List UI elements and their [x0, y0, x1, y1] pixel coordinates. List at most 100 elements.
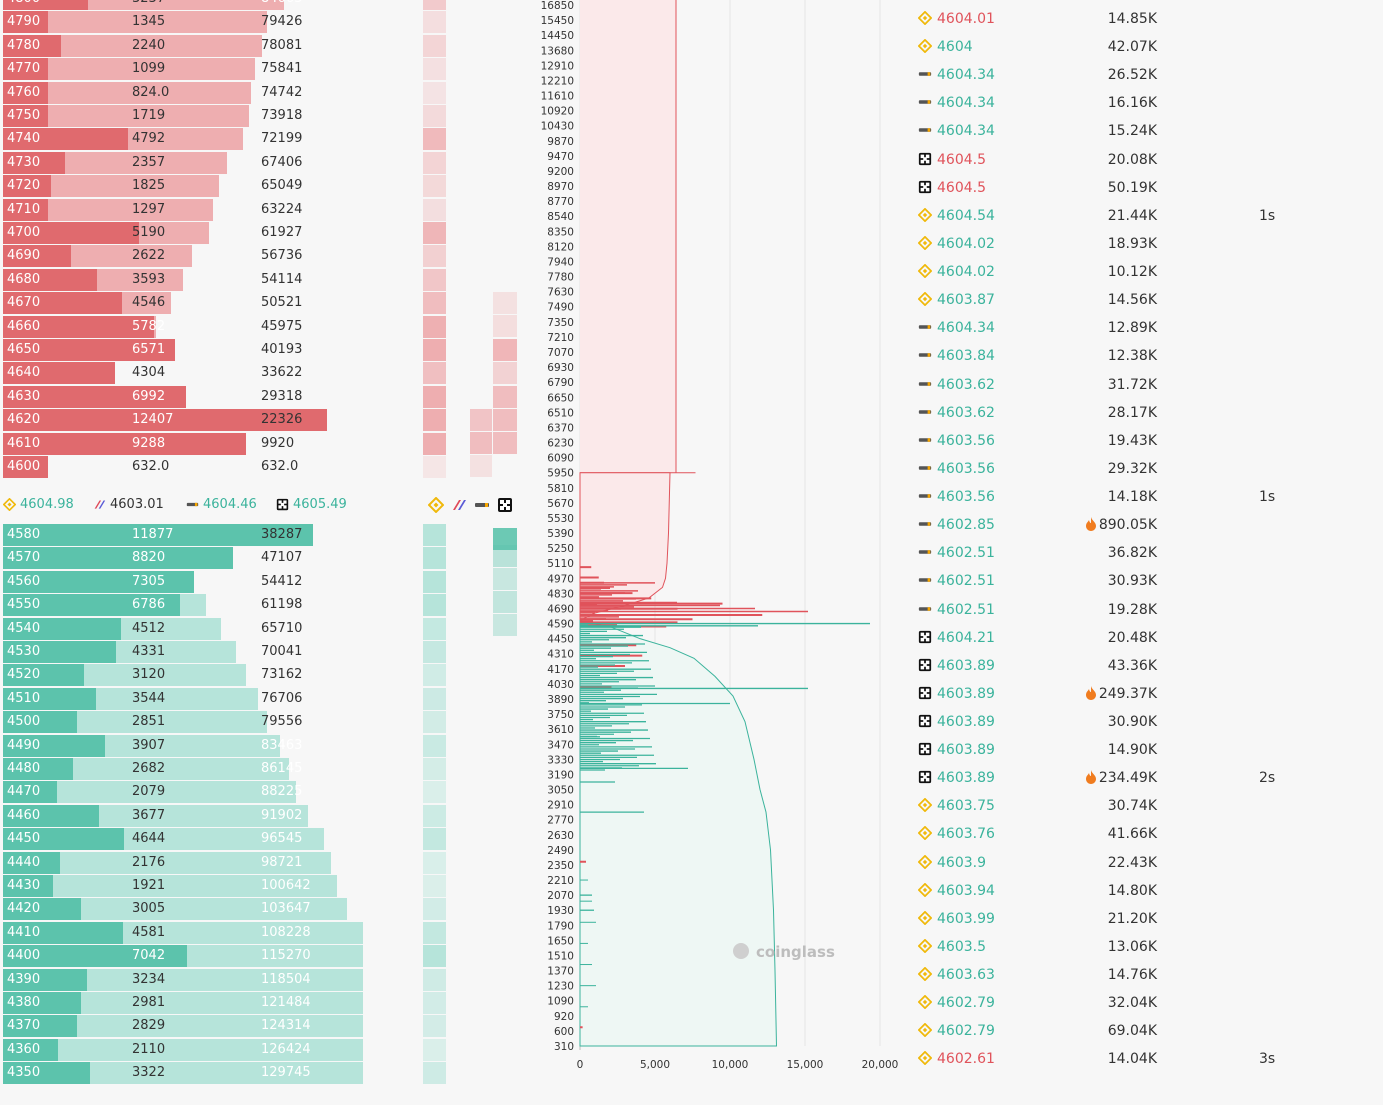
trade-row[interactable]: 4603.56 14.18K 1s [915, 484, 1375, 510]
exchange-column-okx[interactable] [496, 496, 514, 514]
trade-exchange-icon [918, 517, 934, 533]
trade-row[interactable]: 4603.89 14.90K [915, 737, 1375, 763]
ask-row[interactable]: 4670 4546 50521 [3, 292, 365, 315]
bid-row[interactable]: 4470 2079 88225 [3, 781, 365, 804]
trade-row[interactable]: 4604.34 26.52K [915, 62, 1375, 88]
exchange-column-bybit[interactable] [473, 496, 491, 514]
trade-row[interactable]: 4603.62 28.17K [915, 400, 1375, 426]
trade-row[interactable]: 4604.01 14.85K [915, 6, 1375, 32]
ask-row[interactable]: 4600 632.0 632.0 [3, 456, 365, 479]
trade-row[interactable]: 4603.89 30.90K [915, 709, 1375, 735]
ticker-kraken[interactable]: 4603.01 [93, 497, 164, 512]
bid-row[interactable]: 4540 4512 65710 [3, 617, 365, 641]
ask-row[interactable]: 4760 824.0 74742 [3, 81, 365, 105]
trade-row[interactable]: 4604.02 10.12K [915, 259, 1375, 285]
trade-row[interactable]: 4603.63 14.76K [915, 962, 1375, 988]
ask-row[interactable]: 4750 1719 73918 [3, 105, 365, 128]
bid-row[interactable]: 4580 11877 38287 [3, 524, 365, 547]
price: 4420 [7, 901, 41, 917]
bid-row[interactable]: 4480 2682 86145 [3, 758, 365, 781]
ask-row[interactable]: 4710 1297 63224 [3, 198, 365, 222]
bid-row[interactable]: 4420 3005 103647 [3, 898, 365, 921]
bid-row[interactable]: 4530 4331 70041 [3, 641, 365, 664]
trade-row[interactable]: 4603.9 22.43K [915, 850, 1375, 876]
bid-row[interactable]: 4370 2829 124314 [3, 1015, 365, 1038]
trade-row[interactable]: 4603.56 29.32K [915, 456, 1375, 482]
trade-row[interactable]: 4602.61 14.04K 3s [915, 1046, 1375, 1072]
bid-row[interactable]: 4550 6786 61198 [3, 594, 365, 617]
trade-row[interactable]: 4603.99 21.20K [915, 906, 1375, 932]
bid-row[interactable]: 4410 4581 108228 [3, 921, 365, 945]
bid-row[interactable]: 4390 3234 118504 [3, 968, 365, 992]
trade-row[interactable]: 4604.5 50.19K [915, 175, 1375, 201]
trade-row[interactable]: 4602.51 19.28K [915, 597, 1375, 623]
ask-row[interactable]: 4690 2622 56736 [3, 245, 365, 268]
trade-row[interactable]: 4603.76 41.66K [915, 821, 1375, 847]
trade-row[interactable]: 4603.62 31.72K [915, 372, 1375, 398]
ask-row[interactable]: 4800 3237 84663 [3, 0, 365, 11]
ask-row[interactable]: 4730 2357 67406 [3, 151, 365, 175]
trade-row[interactable]: 4604.34 15.24K [915, 118, 1375, 144]
bid-row[interactable]: 4510 3544 76706 [3, 687, 365, 711]
trade-row[interactable]: 4602.51 36.82K [915, 540, 1375, 566]
trade-row[interactable]: 4603.94 14.80K [915, 878, 1375, 904]
ask-row[interactable]: 4660 5782 45975 [3, 315, 365, 339]
bid-row[interactable]: 4360 2110 126424 [3, 1038, 365, 1062]
ask-row[interactable]: 4680 3593 54114 [3, 268, 365, 292]
ask-row[interactable]: 4780 2240 78081 [3, 34, 365, 58]
exchange-column-kraken[interactable] [450, 496, 468, 514]
ticker-binance[interactable]: 4604.98 [3, 497, 74, 512]
ticker-bybit[interactable]: 4604.46 [186, 497, 257, 512]
ask-row[interactable]: 4790 1345 79426 [3, 11, 365, 34]
trade-row[interactable]: 4603.75 30.74K [915, 793, 1375, 819]
trade-row[interactable]: 4602.79 69.04K [915, 1018, 1375, 1044]
trade-row[interactable]: 4603.5 13.06K [915, 934, 1375, 960]
ask-row[interactable]: 4610 9288 9920 [3, 432, 365, 456]
exchange-column-binance[interactable] [427, 496, 445, 514]
ask-heat-cell [423, 105, 446, 127]
bid-row[interactable]: 4380 2981 121484 [3, 992, 365, 1015]
trade-row[interactable]: 4604.34 12.89K [915, 315, 1375, 341]
trade-row[interactable]: 4603.89 234.49K 2s [915, 765, 1375, 791]
trade-row[interactable]: 4604.21 20.48K [915, 625, 1375, 651]
bid-row[interactable]: 4490 3907 83463 [3, 734, 365, 758]
total: 38287 [261, 527, 303, 542]
trade-amount: 21.44K [1107, 207, 1157, 224]
ask-row[interactable]: 4740 4792 72199 [3, 128, 365, 151]
bid-row[interactable]: 4520 3120 73162 [3, 664, 365, 687]
trade-row[interactable]: 4603.87 14.56K [915, 287, 1375, 313]
trade-row[interactable]: 4603.56 19.43K [915, 428, 1375, 454]
bid-row[interactable]: 4460 3677 91902 [3, 804, 365, 828]
trade-row[interactable]: 4604.02 18.93K [915, 231, 1375, 257]
bid-row[interactable]: 4560 7305 54412 [3, 570, 365, 594]
ask-row[interactable]: 4770 1099 75841 [3, 58, 365, 81]
ask-row[interactable]: 4640 4304 33622 [3, 362, 365, 385]
bid-row[interactable]: 4430 1921 100642 [3, 875, 365, 898]
ask-row[interactable]: 4720 1825 65049 [3, 175, 365, 198]
trade-row[interactable]: 4603.89 43.36K [915, 653, 1375, 679]
trade-row[interactable]: 4602.85 890.05K [915, 512, 1375, 538]
bid-row[interactable]: 4350 3322 129745 [3, 1062, 365, 1085]
total: 76706 [261, 690, 303, 706]
bid-row[interactable]: 4570 8820 47107 [3, 547, 365, 570]
trade-row[interactable]: 4603.84 12.38K [915, 343, 1375, 369]
ask-row[interactable]: 4650 6571 40193 [3, 339, 365, 362]
trade-row[interactable]: 4602.51 30.93K [915, 568, 1375, 594]
trade-row[interactable]: 4603.89 249.37K [915, 681, 1375, 707]
trade-price: 4602.79 [937, 1023, 995, 1040]
trade-row[interactable]: 4604.54 21.44K 1s [915, 203, 1375, 229]
bid-row[interactable]: 4440 2176 98721 [3, 851, 365, 875]
ask-row[interactable]: 4630 6992 29318 [3, 385, 365, 409]
ticker-okx[interactable]: 4605.49 [276, 497, 347, 512]
trade-row[interactable]: 4604.34 16.16K [915, 90, 1375, 116]
bid-row[interactable]: 4450 4644 96545 [3, 828, 365, 851]
ask-row[interactable]: 4620 12407 22326 [3, 409, 365, 432]
bid-row[interactable]: 4400 7042 115270 [3, 945, 365, 968]
trade-row[interactable]: 4604.5 20.08K [915, 147, 1375, 173]
ask-row[interactable]: 4700 5190 61927 [3, 222, 365, 245]
ask-size-bar [3, 81, 48, 104]
bid-row[interactable]: 4500 2851 79556 [3, 711, 365, 734]
trade-row[interactable]: 4602.79 32.04K [915, 990, 1375, 1016]
trade-price: 4603.89 [937, 714, 995, 730]
trade-row[interactable]: 4604 42.07K [915, 34, 1375, 60]
